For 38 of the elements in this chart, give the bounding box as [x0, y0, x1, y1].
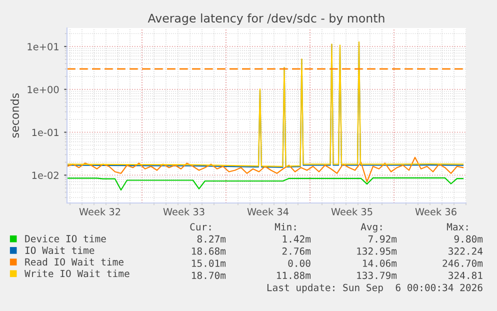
text: 324.81: [448, 272, 482, 280]
text: 2.76m: [282, 247, 311, 255]
text: 18.68m: [192, 247, 226, 255]
y-tick-label: 1e+01: [28, 42, 58, 50]
text: 132.95m: [357, 247, 397, 255]
y-tick-label: 1e-02: [32, 172, 58, 179]
text: Cur:: [190, 223, 211, 231]
text: 18.70m: [192, 272, 226, 280]
y-tick-label: 1e+00: [28, 86, 59, 94]
text: 9.80m: [454, 235, 483, 243]
legend-label: Device IO time: [25, 234, 106, 242]
text: Last update: Sun Sep 6 00:00:34 2026: [267, 284, 482, 294]
y-axis-title: seconds: [10, 93, 19, 138]
line-series: [67, 156, 464, 182]
text: 8.27m: [197, 235, 226, 243]
line-series: [67, 177, 464, 191]
x-tick-label: Week 35: [331, 208, 372, 216]
legend-label: Read IO Wait time: [25, 258, 124, 266]
text: 246.70m: [442, 260, 483, 267]
y-tick-label: 1e-01: [32, 128, 58, 136]
legend-label: Write IO Wait time: [24, 270, 130, 278]
text: 11.88m: [277, 272, 311, 280]
text: Avg:: [360, 223, 382, 232]
text: 1.42m: [282, 235, 311, 243]
x-tick-label: Week 33: [163, 208, 204, 216]
text: Max:: [446, 223, 468, 231]
text: 133.79m: [357, 272, 397, 280]
text: 15.01m: [192, 260, 226, 267]
text: 0.00: [288, 260, 310, 267]
text: 14.06m: [363, 260, 397, 267]
chart-title: Average latency for /dev/sdc - by month: [148, 13, 384, 25]
legend-label: IO Wait time: [25, 246, 94, 254]
text: Min:: [274, 222, 296, 230]
x-tick-label: Week 32: [79, 208, 120, 216]
text: 7.92m: [368, 235, 397, 243]
text: 322.24: [448, 247, 483, 255]
x-tick-label: Week 36: [415, 208, 456, 216]
x-tick-label: Week 34: [247, 208, 289, 216]
